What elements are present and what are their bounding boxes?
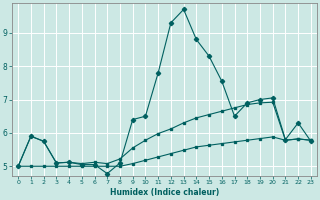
X-axis label: Humidex (Indice chaleur): Humidex (Indice chaleur)	[110, 188, 219, 197]
